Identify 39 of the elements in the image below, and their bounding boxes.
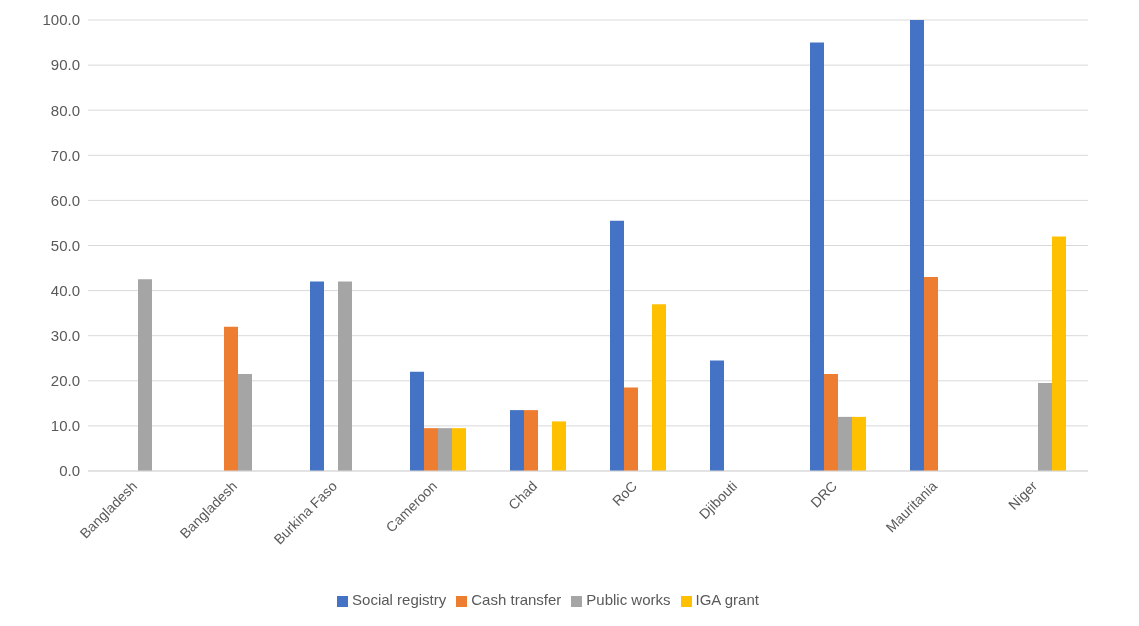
bar: [524, 410, 538, 471]
bar: [338, 281, 352, 471]
bar: [810, 42, 824, 471]
legend-label: Social registry: [352, 591, 447, 608]
bar: [610, 220, 624, 471]
y-tick-label: 30.0: [50, 327, 80, 345]
bar: [310, 281, 324, 471]
y-tick-label: 0.0: [59, 462, 80, 480]
bar: [1052, 236, 1066, 471]
y-tick-label: 100.0: [42, 11, 80, 29]
bar: [710, 360, 724, 471]
y-tick-label: 50.0: [50, 236, 80, 254]
bar: [410, 371, 424, 471]
legend-label: Cash transfer: [471, 591, 562, 608]
bar: [424, 428, 438, 471]
bar: [224, 326, 238, 471]
bar: [924, 277, 938, 471]
bar: [510, 410, 524, 471]
bar: [552, 421, 566, 471]
y-tick-label: 70.0: [50, 146, 80, 164]
bar: [838, 416, 852, 471]
y-tick-label: 20.0: [50, 372, 80, 390]
bar: [852, 416, 866, 471]
bar: [438, 428, 452, 471]
bar: [824, 374, 838, 471]
bar: [910, 20, 924, 471]
y-tick-label: 90.0: [50, 56, 80, 74]
bar: [624, 387, 638, 471]
y-tick-label: 60.0: [50, 191, 80, 209]
y-tick-label: 10.0: [50, 417, 80, 435]
bar: [1038, 383, 1052, 471]
legend-label: IGA grant: [695, 591, 759, 608]
bar: [138, 279, 152, 471]
y-tick-label: 80.0: [50, 101, 80, 119]
bar: [452, 428, 466, 471]
bar: [238, 374, 252, 471]
bar: [652, 304, 666, 471]
y-tick-label: 40.0: [50, 281, 80, 299]
legend-label: Public works: [586, 591, 671, 608]
